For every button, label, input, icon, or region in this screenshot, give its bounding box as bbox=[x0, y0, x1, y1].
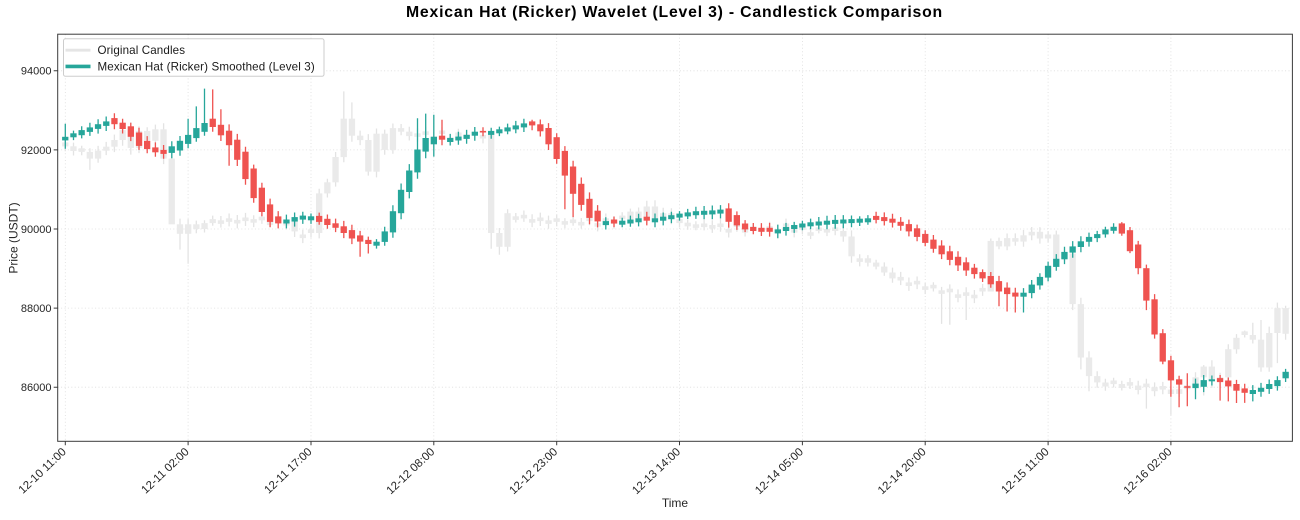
svg-text:94000: 94000 bbox=[21, 66, 52, 78]
svg-text:Price (USDT): Price (USDT) bbox=[7, 202, 21, 273]
svg-text:88000: 88000 bbox=[21, 303, 52, 315]
svg-text:90000: 90000 bbox=[21, 224, 52, 236]
svg-text:Mexican Hat (Ricker) Wavelet (: Mexican Hat (Ricker) Wavelet (Level 3) -… bbox=[406, 4, 943, 21]
svg-text:92000: 92000 bbox=[21, 145, 52, 157]
svg-text:Mexican Hat (Ricker) Smoothed: Mexican Hat (Ricker) Smoothed (Level 3) bbox=[98, 60, 315, 73]
svg-text:86000: 86000 bbox=[21, 382, 52, 394]
svg-text:Time: Time bbox=[662, 496, 689, 510]
svg-text:Original Candles: Original Candles bbox=[98, 44, 186, 57]
